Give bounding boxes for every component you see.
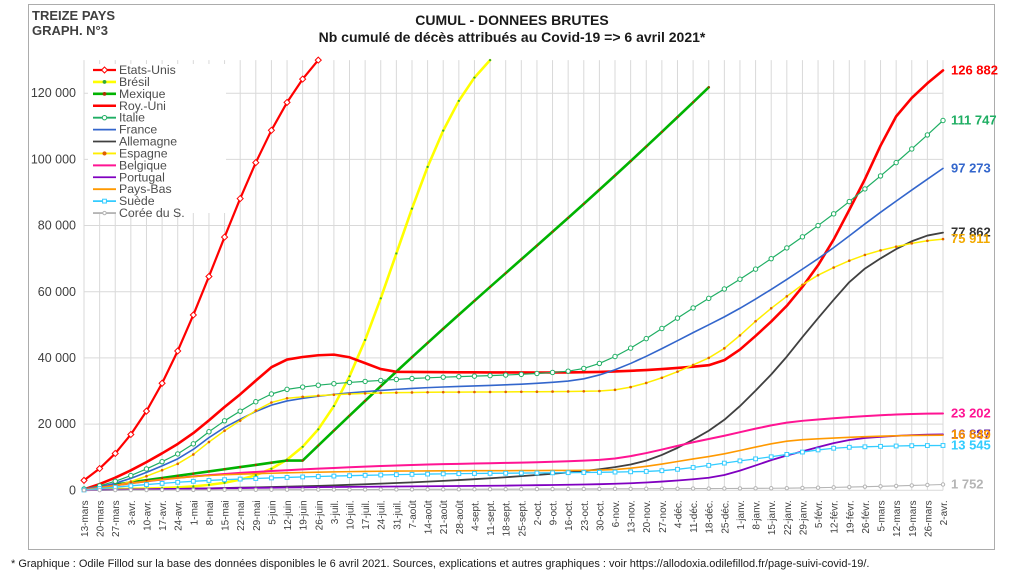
svg-text:5-mars: 5-mars [877, 500, 888, 531]
svg-text:Corée du S.: Corée du S. [119, 206, 185, 220]
svg-text:12-juin: 12-juin [283, 500, 294, 530]
svg-text:28-août: 28-août [455, 500, 466, 534]
svg-text:26-juin: 26-juin [314, 500, 325, 530]
svg-text:22-janv.: 22-janv. [783, 500, 794, 535]
svg-text:2-avr.: 2-avr. [939, 500, 950, 525]
svg-text:26-mars: 26-mars [923, 500, 934, 537]
svg-text:15-mai: 15-mai [221, 500, 232, 531]
svg-text:100 000: 100 000 [31, 152, 76, 166]
svg-text:25-sept.: 25-sept. [517, 500, 528, 536]
svg-text:1 752: 1 752 [951, 477, 984, 492]
svg-text:60 000: 60 000 [38, 285, 76, 299]
svg-text:40 000: 40 000 [38, 351, 76, 365]
svg-text:18-déc.: 18-déc. [705, 500, 716, 533]
svg-text:6-nov.: 6-nov. [611, 500, 622, 527]
svg-text:10-avr.: 10-avr. [142, 500, 153, 531]
svg-text:25-déc.: 25-déc. [720, 500, 731, 533]
svg-text:20-nov.: 20-nov. [642, 500, 653, 533]
svg-text:17-avr.: 17-avr. [158, 500, 169, 531]
svg-text:10-juil.: 10-juil. [346, 500, 357, 529]
svg-text:26-févr.: 26-févr. [861, 500, 872, 533]
svg-text:120 000: 120 000 [31, 86, 76, 100]
svg-text:20 000: 20 000 [38, 417, 76, 431]
svg-text:1-janv.: 1-janv. [736, 500, 747, 529]
svg-text:29-janv.: 29-janv. [798, 500, 809, 535]
svg-text:4-déc.: 4-déc. [673, 500, 684, 528]
svg-text:8-janv.: 8-janv. [752, 500, 763, 529]
svg-text:75 911: 75 911 [951, 231, 990, 246]
svg-text:80 000: 80 000 [38, 219, 76, 233]
svg-text:27-mars: 27-mars [111, 500, 122, 537]
svg-text:23-oct.: 23-oct. [580, 500, 591, 531]
svg-text:8-mai: 8-mai [205, 500, 216, 525]
svg-text:19-mars: 19-mars [908, 500, 919, 537]
svg-text:12-mars: 12-mars [892, 500, 903, 537]
svg-text:18-sept.: 18-sept. [502, 500, 513, 536]
svg-text:16-oct.: 16-oct. [564, 500, 575, 531]
svg-text:9-oct.: 9-oct. [549, 500, 560, 525]
svg-text:11-sept.: 11-sept. [486, 500, 497, 535]
svg-text:19-févr.: 19-févr. [845, 500, 856, 533]
svg-text:19-juin: 19-juin [299, 500, 310, 530]
svg-text:11-déc.: 11-déc. [689, 500, 700, 533]
svg-text:29-mai: 29-mai [252, 500, 263, 531]
svg-text:2-oct.: 2-oct. [533, 500, 544, 525]
svg-text:30-oct.: 30-oct. [595, 500, 606, 531]
svg-text:24-juil.: 24-juil. [377, 500, 388, 529]
svg-text:0: 0 [69, 483, 76, 497]
svg-text:5-juin: 5-juin [267, 500, 278, 524]
svg-text:13-nov.: 13-nov. [627, 500, 638, 533]
svg-text:17-juil.: 17-juil. [361, 500, 372, 529]
svg-text:13 545: 13 545 [951, 437, 991, 452]
svg-text:20-mars: 20-mars [96, 500, 107, 537]
svg-text:22-mai: 22-mai [236, 500, 247, 531]
svg-text:1-mai: 1-mai [189, 500, 200, 525]
svg-text:23 202: 23 202 [951, 406, 991, 421]
svg-text:126 882: 126 882 [951, 62, 998, 77]
svg-text:31-juil.: 31-juil. [392, 500, 403, 529]
svg-text:12-févr.: 12-févr. [830, 500, 841, 533]
svg-text:14-août: 14-août [424, 500, 435, 534]
svg-text:7-août: 7-août [408, 500, 419, 529]
svg-text:21-août: 21-août [439, 500, 450, 534]
svg-text:3-juil.: 3-juil. [330, 500, 341, 524]
svg-text:15-janv.: 15-janv. [767, 500, 778, 535]
svg-text:3-avr.: 3-avr. [127, 500, 138, 525]
svg-text:111 747: 111 747 [951, 113, 997, 128]
svg-text:24-avr.: 24-avr. [174, 500, 185, 531]
svg-text:13-mars: 13-mars [80, 500, 91, 537]
svg-text:97 273: 97 273 [951, 160, 991, 175]
svg-text:27-nov.: 27-nov. [658, 500, 669, 533]
svg-text:4-sept.: 4-sept. [470, 500, 481, 531]
svg-text:5-févr.: 5-févr. [814, 500, 825, 528]
